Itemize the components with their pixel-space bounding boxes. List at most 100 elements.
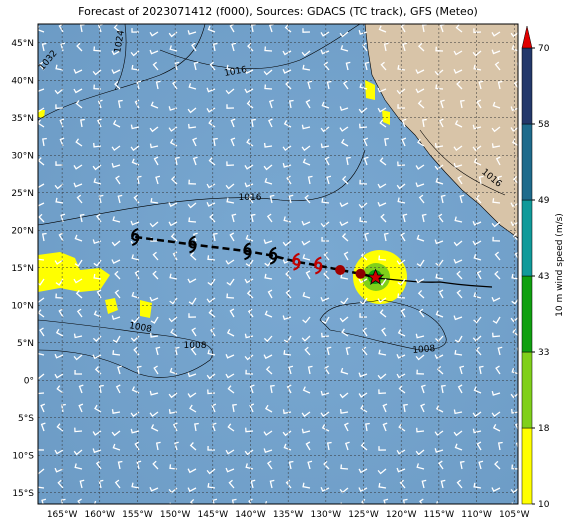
wind-barb [345, 346, 351, 356]
storm-position [292, 252, 301, 271]
wind-barb [209, 213, 216, 223]
wind-barb [396, 373, 406, 379]
wind-barb [473, 292, 482, 299]
y-tick-label: 10°S [12, 451, 34, 461]
wind-barb [515, 442, 518, 450]
wind-barb [511, 273, 518, 280]
wind-barb [188, 297, 197, 305]
wind-barb [155, 175, 161, 185]
wind-barb [98, 194, 104, 204]
wind-barb [302, 482, 311, 489]
wind-barb [516, 62, 518, 69]
wind-barb [453, 258, 463, 264]
wind-barb [263, 448, 273, 454]
wind-barb [38, 349, 45, 356]
wind-barb [168, 392, 178, 399]
wind-barb [383, 42, 389, 52]
wind-barb [73, 182, 83, 188]
wind-barb [454, 216, 463, 223]
wind-barb [149, 486, 159, 492]
wind-barb [495, 365, 501, 375]
wind-barb [457, 175, 463, 185]
wind-barb [402, 213, 408, 223]
wind-barb [362, 42, 368, 52]
wind-barb [402, 498, 408, 504]
wind-barb [301, 428, 311, 434]
wind-barb [282, 240, 292, 247]
wind-barb [136, 365, 142, 375]
wind-barb [283, 350, 292, 356]
wind-barb [244, 278, 254, 284]
wind-barb [247, 308, 254, 318]
wind-barb [225, 449, 235, 455]
wind-barb [305, 99, 311, 109]
wind-barb [397, 329, 406, 337]
wind-barb [41, 232, 47, 242]
y-tick-label: 30°N [11, 151, 34, 161]
wind-barb [478, 460, 484, 470]
wind-barb [267, 289, 273, 299]
wind-barb [263, 164, 273, 171]
wind-barb [41, 498, 47, 504]
wind-barb [188, 83, 197, 90]
wind-barb [39, 327, 45, 337]
wind-barb [150, 332, 159, 338]
wind-barb [321, 316, 330, 324]
wind-barb [153, 365, 159, 375]
wind-barb [359, 313, 368, 318]
wind-barb [207, 278, 216, 286]
wind-barb [459, 194, 465, 204]
wind-barb [285, 289, 292, 299]
wind-barb [79, 479, 85, 489]
storm-position [355, 268, 366, 279]
wind-barb [321, 236, 329, 242]
wind-barb [435, 273, 444, 280]
wind-barb [456, 270, 463, 280]
storm-position [243, 242, 252, 261]
wind-barb [434, 354, 444, 360]
wind-barb [112, 119, 121, 128]
wind-barb [130, 50, 140, 57]
wind-barb [321, 424, 330, 432]
wind-barb [396, 449, 406, 455]
wind-barb [420, 403, 425, 413]
wind-barb [396, 259, 406, 265]
wind-barb [168, 221, 178, 227]
wind-barb [497, 175, 502, 185]
map [38, 24, 518, 504]
wind-barb [208, 309, 216, 318]
wind-barb [56, 385, 64, 394]
wind-barb [263, 354, 273, 360]
wind-barb [497, 441, 503, 451]
wind-barb [401, 137, 407, 147]
wind-barb [420, 384, 426, 394]
wind-barb [38, 392, 45, 395]
wind-barb [244, 182, 254, 188]
wind-barb [247, 42, 254, 52]
wind-barb [288, 365, 294, 375]
x-tick-label: 120°W [386, 510, 417, 520]
wind-barb [403, 403, 408, 413]
wind-barb [510, 106, 518, 112]
wind-barb [301, 220, 311, 226]
colorbar-tick-label: 49 [538, 196, 550, 206]
wind-barb [134, 270, 140, 280]
wind-barb [341, 233, 349, 242]
wind-barb [339, 392, 349, 399]
y-tick-label: 0° [24, 376, 34, 386]
contour-label: 1008 [184, 341, 207, 351]
wind-barb [230, 137, 236, 147]
wind-barb [282, 430, 292, 437]
wind-barb [111, 409, 121, 414]
wind-barb [340, 273, 349, 280]
wind-barb [231, 498, 237, 504]
wind-barb [74, 234, 83, 242]
wind-barb [491, 49, 501, 55]
wind-barb [266, 460, 273, 470]
wind-barb [398, 423, 406, 432]
wind-barb [434, 239, 444, 245]
wind-barb [365, 422, 370, 432]
wind-barb [111, 163, 121, 168]
wind-barb [361, 498, 366, 504]
wind-barb [302, 64, 311, 71]
